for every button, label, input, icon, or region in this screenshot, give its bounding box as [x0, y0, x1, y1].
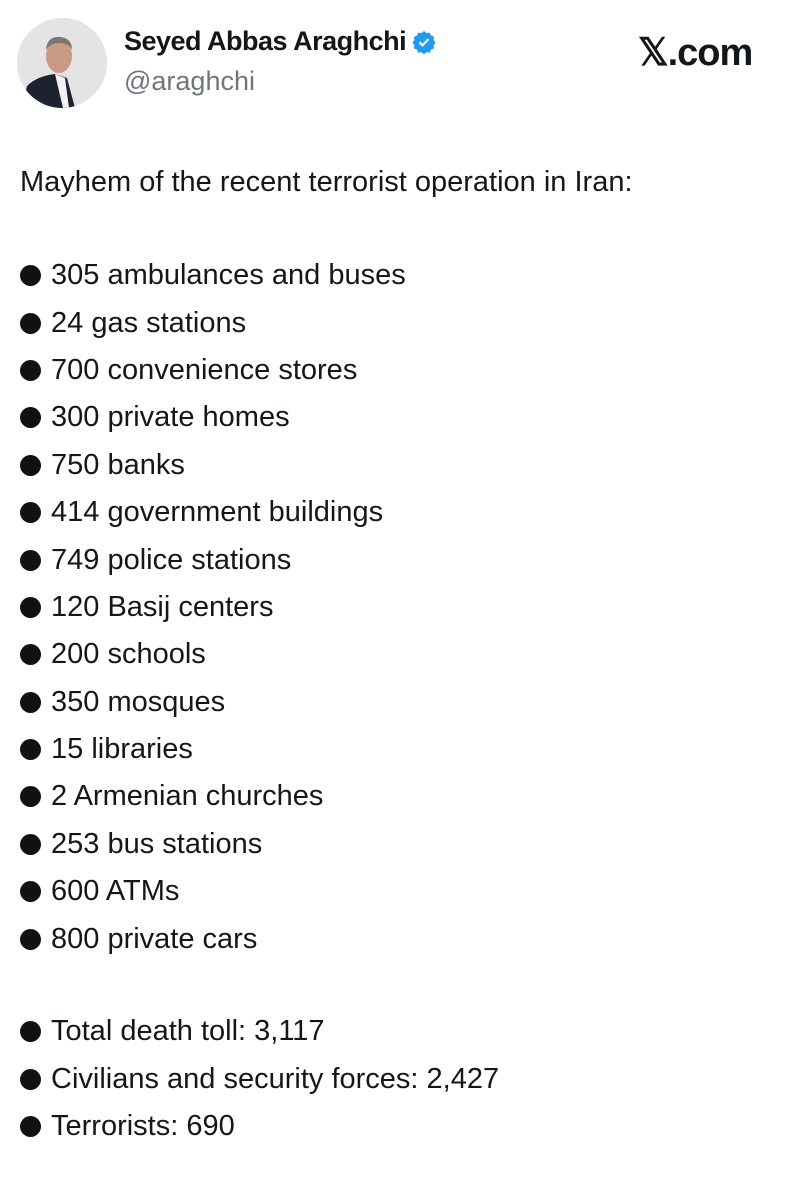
list-item: 305 ambulances and buses [20, 252, 406, 299]
x-logo: 𝕏.com [638, 32, 753, 74]
list-item-text: 120 Basij centers [51, 590, 274, 623]
bullet-icon [20, 644, 41, 666]
bullet-icon [20, 596, 41, 618]
list-item: 350 mosques [20, 679, 406, 726]
list-item-text: Total death toll: 3,117 [51, 1015, 325, 1048]
list-item: 24 gas stations [20, 299, 406, 346]
bullet-icon [20, 1115, 41, 1137]
list-item: Total death toll: 3,117 [20, 1008, 499, 1055]
bullet-icon [20, 739, 41, 761]
list-item-text: Civilians and security forces: 2,427 [51, 1062, 500, 1095]
list-item: 300 private homes [20, 394, 406, 441]
list-item: 200 schools [20, 631, 406, 678]
list-item-text: 600 ATMs [51, 875, 180, 908]
list-item: 750 banks [20, 442, 406, 489]
list-item: 120 Basij centers [20, 584, 406, 631]
author-name-text: Seyed Abbas Araghchi [124, 26, 407, 56]
list-item: 800 private cars [20, 915, 406, 962]
avatar-photo [17, 18, 107, 108]
list-item-text: Terrorists: 690 [51, 1109, 235, 1142]
list-item-text: 350 mosques [51, 685, 226, 718]
list-item: 15 libraries [20, 726, 406, 773]
list-item: 2 Armenian churches [20, 773, 406, 820]
avatar[interactable] [17, 18, 107, 108]
list-item: 414 government buildings [20, 489, 406, 536]
list-item-text: 750 banks [51, 448, 185, 481]
bullet-icon [20, 691, 41, 713]
bullet-icon [20, 407, 41, 429]
list-item-text: 15 libraries [51, 733, 193, 766]
bullet-icon [20, 265, 41, 287]
list-item-text: 414 government buildings [51, 496, 384, 529]
bullet-icon [20, 549, 41, 571]
list-item: Terrorists: 690 [20, 1103, 499, 1150]
verified-badge-icon [412, 30, 436, 54]
bullet-icon [20, 881, 41, 903]
bullet-icon [20, 502, 41, 524]
author-name[interactable]: Seyed Abbas Araghchi [124, 26, 436, 57]
list-item-text: 749 police stations [51, 543, 292, 576]
bullet-icon [20, 312, 41, 334]
list-item-text: 300 private homes [51, 401, 290, 434]
damage-list: 305 ambulances and buses 24 gas stations 7… [20, 252, 406, 963]
list-item-text: 2 Armenian churches [51, 780, 324, 813]
bullet-icon [20, 833, 41, 855]
list-item-text: 200 schools [51, 638, 206, 671]
list-item-text: 253 bus stations [51, 827, 263, 860]
list-item: 253 bus stations [20, 821, 406, 868]
list-item: 700 convenience stores [20, 347, 406, 394]
list-item-text: 800 private cars [51, 922, 258, 955]
list-item-text: 24 gas stations [51, 306, 247, 339]
bullet-icon [20, 786, 41, 808]
list-item: 749 police stations [20, 536, 406, 583]
bullet-icon [20, 1021, 41, 1043]
casualty-list: Total death toll: 3,117 Civilians and sec… [20, 1008, 499, 1150]
bullet-icon [20, 359, 41, 381]
bullet-icon [20, 1068, 41, 1090]
bullet-icon [20, 454, 41, 476]
list-item: 600 ATMs [20, 868, 406, 915]
list-item-text: 305 ambulances and buses [51, 259, 406, 292]
list-item: Civilians and security forces: 2,427 [20, 1055, 499, 1102]
post-intro: Mayhem of the recent terrorist operation… [20, 166, 633, 198]
bullet-icon [20, 928, 41, 950]
list-item-text: 700 convenience stores [51, 353, 358, 386]
author-handle[interactable]: @araghchi [124, 66, 255, 96]
